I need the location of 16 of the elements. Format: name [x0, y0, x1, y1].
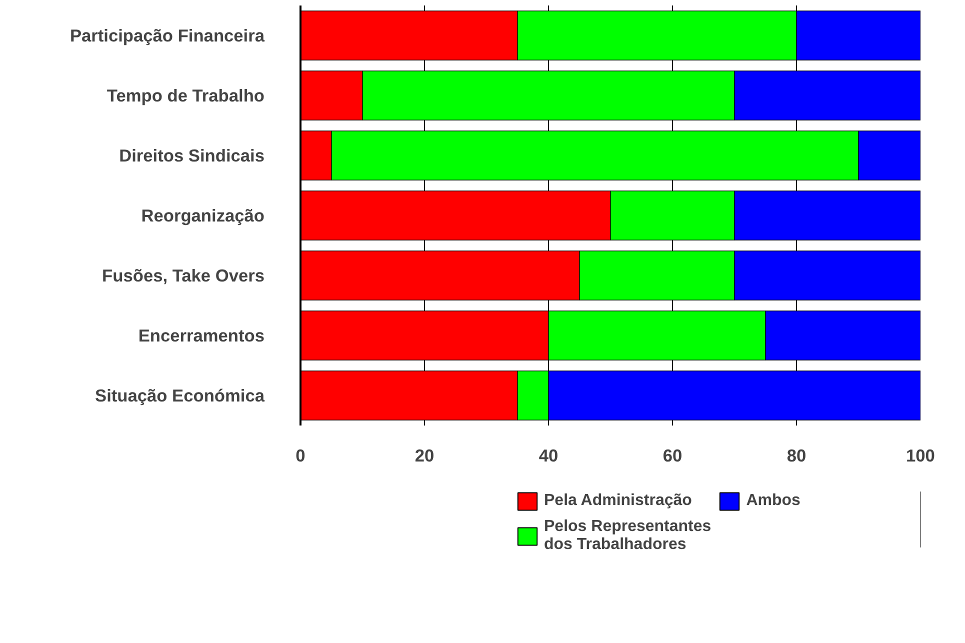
- y-tick-label: Encerramentos: [138, 326, 265, 346]
- legend-label: Ambos: [746, 492, 800, 510]
- x-tick-label: 100: [906, 446, 935, 466]
- x-tick-label: 20: [414, 446, 434, 466]
- x-tick-label: 0: [296, 446, 306, 466]
- y-tick-label: Situação Económica: [95, 386, 265, 406]
- y-tick-label: Participação Financeira: [70, 26, 265, 46]
- y-tick-label: Fusões, Take Overs: [102, 266, 264, 286]
- y-tick-label: Tempo de Trabalho: [106, 86, 264, 106]
- x-tick-label: 40: [538, 446, 558, 466]
- y-tick-label: Direitos Sindicais: [119, 146, 265, 166]
- legend-label: Pela Administração: [544, 492, 692, 510]
- x-tick-label: 80: [786, 446, 806, 466]
- x-tick-label: 60: [662, 446, 682, 466]
- legend-label: Pelos Representantes dos Trabalhadores: [544, 518, 712, 554]
- y-tick-label: Reorganização: [141, 206, 265, 226]
